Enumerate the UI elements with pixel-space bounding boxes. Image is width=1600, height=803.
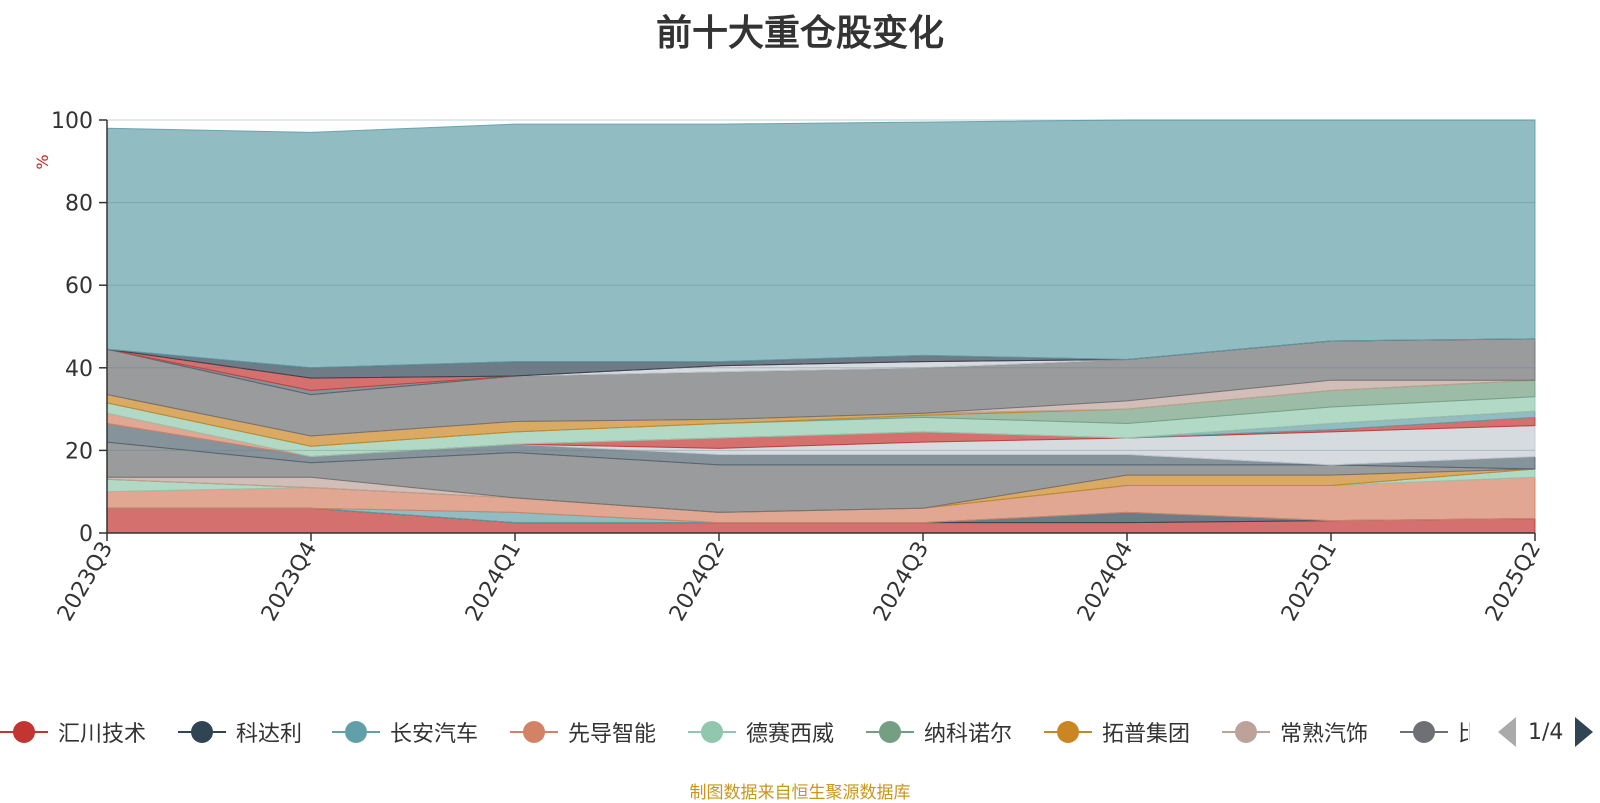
legend-label: 常熟汽饰 bbox=[1280, 722, 1369, 747]
legend-item[interactable]: 拓普集团 bbox=[1044, 712, 1190, 752]
legend-label: 先导智能 bbox=[568, 722, 657, 747]
gridlines bbox=[107, 119, 1535, 451]
legend-marker-icon bbox=[1400, 719, 1448, 745]
chart-title: 前十大重仓股变化 bbox=[655, 12, 944, 53]
legend-item[interactable]: 德赛西威 bbox=[688, 712, 834, 752]
y-tick-label: 20 bbox=[65, 439, 93, 464]
y-axis-unit-label: % bbox=[33, 154, 52, 169]
legend-label: 拓普集团 bbox=[1102, 722, 1191, 747]
legend-label: 汇川技术 bbox=[58, 722, 147, 747]
y-tick-label: 0 bbox=[79, 522, 93, 547]
legend-prev-page-icon[interactable] bbox=[1498, 717, 1516, 747]
data-source-note: 制图数据来自恒生聚源数据库 bbox=[689, 783, 911, 803]
y-tick-label: 100 bbox=[51, 109, 93, 134]
legend-item[interactable]: 科达利 bbox=[178, 712, 302, 752]
legend-pager: 1/4 bbox=[1498, 712, 1594, 752]
x-tick-label: 2023Q3 bbox=[53, 538, 118, 626]
legend-item[interactable]: 长安汽车 bbox=[332, 712, 478, 752]
legend-marker-icon bbox=[510, 719, 558, 745]
legend-label: 科达利 bbox=[236, 722, 303, 747]
x-tick-label: 2024Q3 bbox=[869, 538, 934, 626]
x-tick-label: 2024Q4 bbox=[1073, 538, 1138, 626]
x-tick-label: 2025Q2 bbox=[1481, 538, 1546, 626]
legend-item[interactable]: 纳科诺尔 bbox=[866, 712, 1012, 752]
y-tick-label: 40 bbox=[65, 357, 93, 382]
y-tick-label: 60 bbox=[65, 274, 93, 299]
legend-marker-icon bbox=[178, 719, 226, 745]
x-tick-label: 2024Q1 bbox=[461, 538, 526, 626]
legend-marker-icon bbox=[866, 719, 914, 745]
legend-label: 纳科诺尔 bbox=[924, 722, 1013, 747]
legend-marker-icon bbox=[0, 719, 48, 745]
legend-marker-icon bbox=[332, 719, 380, 745]
area-layers bbox=[106, 119, 1536, 534]
legend-item[interactable]: 汇川技术 bbox=[0, 712, 146, 752]
y-tick-label: 80 bbox=[65, 192, 93, 217]
legend-label: 长安汽车 bbox=[390, 722, 479, 747]
legend-label: 德赛西威 bbox=[746, 722, 835, 747]
legend-label: 比亚迪 bbox=[1458, 722, 1470, 747]
legend-item[interactable]: 比亚迪 bbox=[1400, 712, 1470, 752]
x-tick-label: 2023Q4 bbox=[257, 538, 322, 626]
legend-item[interactable]: 先导智能 bbox=[510, 712, 656, 752]
legend: 汇川技术 科达利 长安汽车 先导智能 德赛西威 纳科诺尔 拓普集团 常熟汽饰 比亚迪 bbox=[0, 712, 1470, 752]
legend-item[interactable]: 常熟汽饰 bbox=[1222, 712, 1368, 752]
legend-marker-icon bbox=[688, 719, 736, 745]
legend-marker-icon bbox=[1044, 719, 1092, 745]
x-tick-label: 2024Q2 bbox=[665, 538, 730, 626]
area-series-24[interactable] bbox=[106, 119, 1536, 369]
x-tick-label: 2025Q1 bbox=[1277, 538, 1342, 626]
legend-next-page-icon[interactable] bbox=[1575, 717, 1594, 747]
legend-page-indicator: 1/4 bbox=[1528, 719, 1564, 745]
legend-marker-icon bbox=[1222, 719, 1270, 745]
